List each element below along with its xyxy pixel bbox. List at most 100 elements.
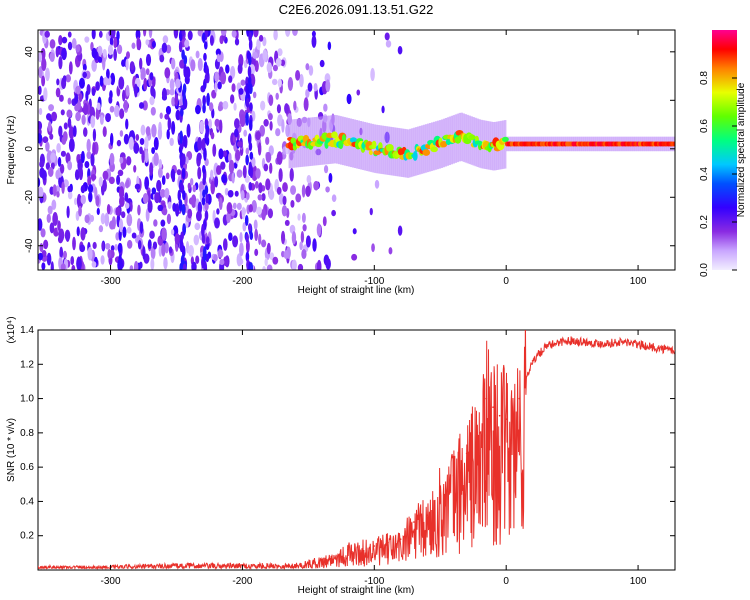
spectrogram-y-tick-label: -20 — [24, 190, 35, 205]
noise-cell — [257, 142, 262, 156]
noise-cell — [272, 64, 278, 72]
noise-cell — [285, 30, 291, 37]
noise-cell — [153, 152, 159, 167]
noise-cell — [248, 204, 253, 213]
colorbar-ticks: 0.0 0.2 0.4 0.6 0.8 — [699, 71, 737, 277]
noise-cell — [214, 217, 220, 229]
noise-cell — [126, 156, 132, 166]
noise-cell — [58, 56, 63, 70]
noise-cell — [119, 108, 125, 119]
noise-cell — [287, 77, 294, 91]
noise-cell — [248, 181, 253, 191]
noise-cell — [239, 113, 246, 127]
carrier-halo-cell — [330, 115, 333, 164]
noise-cell — [305, 88, 310, 98]
noise-cell — [116, 44, 123, 55]
carrier-cell — [463, 138, 472, 145]
noise-cell — [114, 243, 118, 251]
noise-cell — [89, 214, 95, 223]
noise-cell — [236, 169, 243, 178]
noise-cell — [205, 127, 209, 140]
noise-cell — [218, 148, 224, 160]
noise-cell — [211, 89, 217, 99]
noise-cell — [58, 125, 63, 138]
noise-cell — [139, 137, 145, 146]
noise-cell — [109, 132, 114, 146]
noise-cell — [254, 181, 259, 189]
noise-cell — [265, 136, 270, 145]
noise-cell — [182, 190, 186, 201]
noise-cell — [158, 159, 163, 170]
noise-cell — [70, 255, 75, 266]
snr-point — [452, 474, 455, 477]
spectrogram-y-ticks: -40 -20 0 20 40 — [24, 46, 675, 253]
noise-cell — [239, 232, 243, 243]
noise-cell — [193, 234, 200, 246]
noise-cell — [232, 235, 239, 248]
snr-point — [525, 377, 527, 379]
noise-cell — [166, 213, 172, 225]
noise-cell — [78, 166, 84, 181]
noise-cell — [218, 197, 223, 211]
noise-cell — [47, 166, 54, 177]
noise-cell — [141, 67, 146, 80]
noise-cell — [220, 71, 227, 85]
noise-cell — [234, 38, 240, 46]
noise-cell — [203, 52, 207, 62]
noise-cell — [216, 53, 221, 63]
noise-cell — [201, 197, 206, 206]
snr-point — [558, 341, 560, 343]
noise-cell — [182, 223, 187, 235]
noise-cell — [164, 113, 170, 120]
noise-cell — [301, 248, 307, 260]
noise-cell — [74, 169, 80, 181]
noise-cell — [322, 216, 327, 227]
noise-cell — [205, 193, 209, 204]
noise-cell — [41, 262, 46, 270]
noise-cell — [236, 202, 242, 211]
carrier-cell — [368, 150, 373, 156]
noise-cell — [75, 85, 81, 95]
noise-cell — [38, 133, 43, 144]
noise-cell — [118, 186, 125, 200]
noise-cell — [119, 130, 124, 137]
noise-cell — [102, 56, 106, 71]
noise-cell — [41, 75, 46, 87]
noise-cell — [95, 81, 100, 91]
carrier-cell — [349, 137, 358, 144]
noise-cell — [61, 181, 65, 194]
noise-cell — [126, 239, 133, 249]
colorbar: 0.0 0.2 0.4 0.6 0.8 Normalized spectral ampl… — [699, 30, 747, 277]
noise-cell — [46, 213, 51, 223]
noise-cell — [80, 227, 86, 241]
noise-cell — [204, 73, 209, 84]
noise-cell — [142, 100, 148, 111]
noise-cell — [84, 36, 90, 43]
noise-cell — [328, 172, 333, 183]
noise-cell — [128, 136, 134, 150]
noise-cell — [159, 189, 166, 198]
noise-cell — [90, 153, 95, 167]
noise-cell — [226, 202, 233, 214]
snr-x-tick-label: 100 — [630, 576, 647, 587]
noise-cell — [71, 38, 77, 49]
noise-cell — [90, 174, 97, 181]
noise-cell — [137, 240, 142, 250]
carrier-cell — [386, 143, 394, 152]
snr-point — [511, 414, 514, 417]
noise-cell — [175, 109, 181, 121]
noise-cell — [249, 151, 254, 160]
noise-cell — [43, 87, 48, 102]
noise-cell — [42, 136, 49, 144]
noise-cell — [161, 175, 166, 186]
snr-frame — [37, 329, 676, 571]
noise-cell — [277, 48, 283, 57]
colorbar-tick-label: 0.4 — [699, 167, 710, 181]
noise-cell — [175, 78, 181, 89]
noise-cell — [313, 180, 319, 191]
noise-cell — [50, 152, 56, 163]
snr-point — [413, 521, 415, 523]
noise-cell — [234, 190, 239, 197]
noise-cell — [66, 109, 73, 118]
noise-cell — [104, 212, 110, 227]
